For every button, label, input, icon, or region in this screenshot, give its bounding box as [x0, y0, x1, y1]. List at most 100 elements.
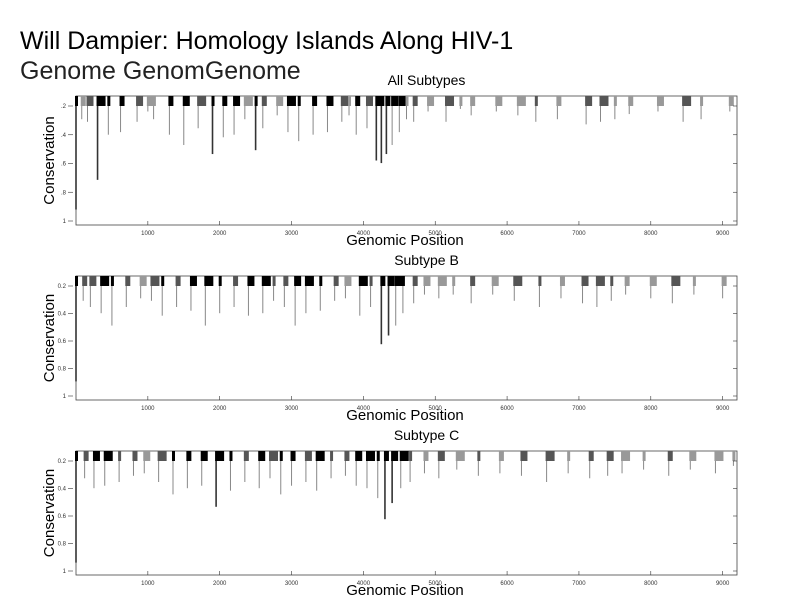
- conservation-block: [437, 276, 447, 286]
- conservation-block: [247, 276, 255, 286]
- conservation-block: [732, 451, 736, 461]
- y-tick-label: 1: [63, 394, 67, 400]
- conservation-block: [376, 451, 380, 461]
- conservation-block: [728, 96, 734, 106]
- conservation-block: [477, 451, 481, 461]
- y-tick-label: 1: [63, 569, 67, 575]
- conservation-block: [692, 276, 696, 286]
- y-tick-label: .2: [61, 104, 67, 110]
- conservation-block: [200, 451, 208, 461]
- conservation-block: [365, 451, 375, 461]
- conservation-block: [610, 276, 614, 286]
- conservation-block: [385, 96, 391, 106]
- conservation-block: [333, 276, 339, 286]
- conservation-block: [358, 276, 368, 286]
- y-tick-label: 0.2: [58, 284, 67, 290]
- conservation-block: [283, 276, 289, 286]
- conservation-block: [229, 451, 233, 461]
- chart-subtype-c: Subtype C 1 0.8 0.6 0.4 0.2 1000 2000 3000 4000 50…: [0, 425, 800, 600]
- conservation-block: [581, 276, 589, 286]
- x-tick-label: 1000: [141, 231, 155, 237]
- conservation-block: [143, 451, 151, 461]
- conservation-block: [355, 96, 361, 106]
- y-tick-label: .6: [61, 162, 67, 168]
- conservation-block: [380, 276, 386, 286]
- conservation-block: [344, 451, 350, 461]
- conservation-block: [628, 96, 634, 106]
- conservation-block: [75, 451, 78, 461]
- conservation-block: [182, 96, 190, 106]
- x-tick-label: 5000: [429, 581, 443, 587]
- conservation-block: [470, 276, 476, 286]
- conservation-block: [721, 276, 727, 286]
- y-tick-label: 0.6: [58, 339, 67, 345]
- y-tick-label: .4: [61, 133, 67, 139]
- conservation-block: [613, 96, 617, 106]
- conservation-block: [315, 451, 325, 461]
- conservation-block: [297, 96, 301, 106]
- x-tick-label: 8000: [644, 581, 658, 587]
- x-tick-label: 6000: [500, 581, 514, 587]
- chart-svg-subtype-c: Subtype C 1 0.8 0.6 0.4 0.2 1000 2000 3000 4000 50…: [41, 427, 738, 599]
- y-tick-label: .8: [61, 190, 67, 196]
- x-tick-label: 7000: [572, 581, 586, 587]
- conservation-block: [103, 451, 113, 461]
- conservation-block: [516, 96, 526, 106]
- conservation-block: [340, 96, 350, 106]
- conservation-block: [455, 451, 465, 461]
- y-axis-label: Conservation: [41, 469, 58, 557]
- chart-all-subtypes: All Subtypes 1 .8 .6 .4 .2 1000 2000 3000 4000 500…: [0, 70, 800, 250]
- conservation-block: [222, 96, 228, 106]
- y-tick-label: 1: [63, 219, 67, 225]
- chart-svg-subtype-b: Subtype B 1 0.8 0.6 0.4 0.2 1000 2000 3000 4000 50…: [41, 252, 738, 424]
- conservation-block: [452, 276, 456, 286]
- y-tick-label: 0.6: [58, 514, 67, 520]
- x-tick-label: 7000: [572, 231, 586, 237]
- conservation-block: [312, 96, 318, 106]
- x-tick-label: 3000: [285, 406, 299, 412]
- conservation-block: [110, 276, 114, 286]
- conservation-block: [157, 451, 167, 461]
- conservation-block: [437, 451, 445, 461]
- x-tick-label: 2000: [213, 406, 227, 412]
- conservation-block: [423, 276, 431, 286]
- conservation-block: [520, 451, 528, 461]
- conservation-block: [89, 276, 97, 286]
- x-tick-label: 9000: [716, 581, 730, 587]
- x-tick-label: 6000: [500, 231, 514, 237]
- chart-subtype-b: Subtype B 1 0.8 0.6 0.4 0.2 1000 2000 3000 4000 50…: [0, 250, 800, 425]
- conservation-block: [700, 96, 704, 106]
- conservation-block: [369, 276, 373, 286]
- conservation-block: [107, 96, 111, 106]
- conservation-block: [355, 451, 363, 461]
- conservation-block: [171, 451, 175, 461]
- conservation-block: [161, 276, 165, 286]
- conservation-block: [86, 96, 94, 106]
- slide-title: Will Dampier: Homology Islands Along HIV…: [20, 27, 514, 55]
- conservation-block: [498, 451, 504, 461]
- x-tick-label: 6000: [500, 406, 514, 412]
- conservation-block: [82, 276, 88, 286]
- y-tick-label: 0.8: [58, 542, 67, 548]
- conservation-block: [139, 276, 147, 286]
- conservation-block: [233, 276, 239, 286]
- conservation-block: [399, 451, 409, 461]
- conservation-block: [606, 451, 614, 461]
- conservation-block: [409, 451, 413, 461]
- conservation-block: [491, 276, 499, 286]
- y-axis-label: Conservation: [41, 294, 58, 382]
- conservation-block: [268, 451, 278, 461]
- conservation-block: [152, 96, 156, 106]
- conservation-block: [624, 276, 630, 286]
- conservation-block: [348, 96, 352, 106]
- x-tick-label: 5000: [429, 406, 443, 412]
- conservation-block: [258, 451, 266, 461]
- conservation-block: [682, 96, 692, 106]
- conservation-block: [75, 276, 78, 286]
- conservation-block: [75, 96, 78, 106]
- conservation-block: [272, 276, 276, 286]
- conservation-block: [218, 276, 222, 286]
- conservation-block: [495, 96, 503, 106]
- conservation-block: [375, 96, 385, 106]
- x-tick-label: 9000: [716, 406, 730, 412]
